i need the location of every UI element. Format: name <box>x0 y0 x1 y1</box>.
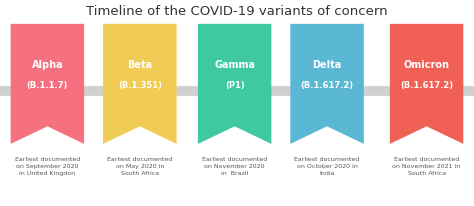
Text: Gamma: Gamma <box>214 59 255 69</box>
Text: (B.1.617.2): (B.1.617.2) <box>400 81 453 89</box>
Text: Earliest documented
on November 2020
in  Brazil: Earliest documented on November 2020 in … <box>202 157 267 175</box>
Text: Alpha: Alpha <box>32 59 63 69</box>
Text: (B.1.1.7): (B.1.1.7) <box>27 81 68 89</box>
Polygon shape <box>390 25 464 144</box>
Text: Earliest documented
on September 2020
in United Kingdon: Earliest documented on September 2020 in… <box>15 157 80 175</box>
Polygon shape <box>290 25 364 144</box>
Text: Earliest documented
on May 2020 in
South Africa: Earliest documented on May 2020 in South… <box>107 157 173 175</box>
Text: Earliest documented
on November 2021 in
South Africa: Earliest documented on November 2021 in … <box>392 157 461 175</box>
Text: Earliest documented
on October 2020 in
India: Earliest documented on October 2020 in I… <box>294 157 360 175</box>
Polygon shape <box>103 25 176 144</box>
Text: Timeline of the COVID-19 variants of concern: Timeline of the COVID-19 variants of con… <box>86 5 388 18</box>
Text: (B.1.351): (B.1.351) <box>118 81 162 89</box>
Text: Delta: Delta <box>312 59 342 69</box>
Polygon shape <box>11 25 84 144</box>
Text: (B.1.617.2): (B.1.617.2) <box>301 81 354 89</box>
Text: (P1): (P1) <box>225 81 245 89</box>
Polygon shape <box>198 25 271 144</box>
Text: Omicron: Omicron <box>403 59 450 69</box>
Text: Beta: Beta <box>127 59 153 69</box>
